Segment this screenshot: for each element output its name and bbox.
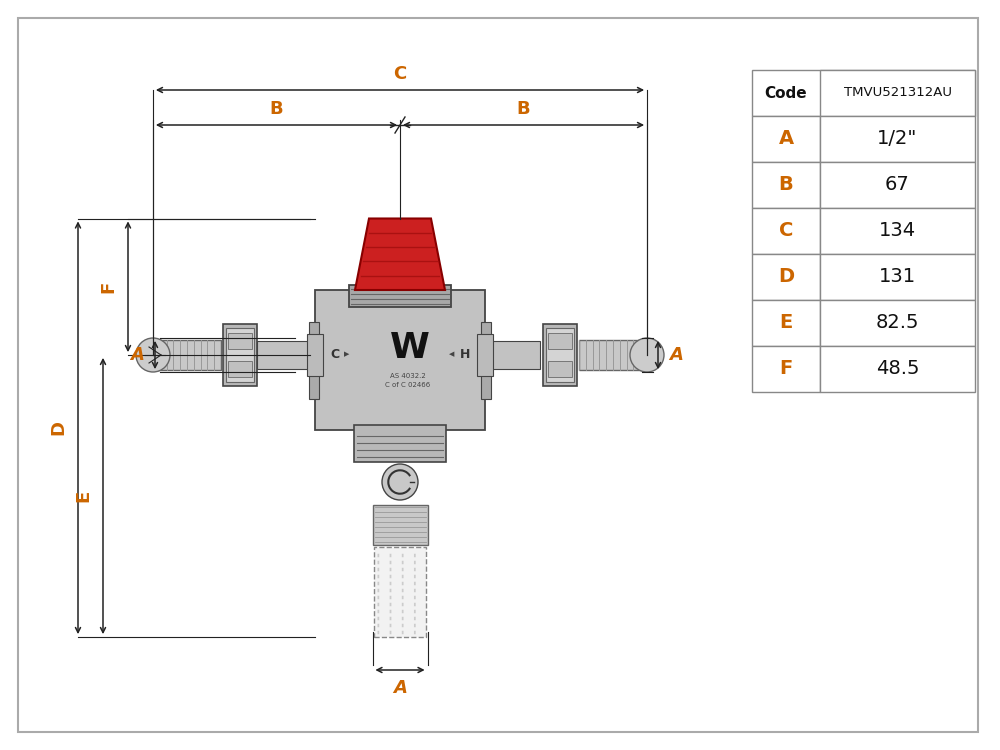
- Text: 48.5: 48.5: [876, 359, 919, 379]
- Text: TMVU521312AU: TMVU521312AU: [844, 86, 952, 100]
- Bar: [752, 70, 975, 116]
- Bar: [820, 300, 975, 346]
- Bar: [315, 290, 485, 430]
- Polygon shape: [355, 218, 445, 290]
- Bar: [752, 208, 820, 254]
- Text: B: B: [779, 176, 793, 194]
- Bar: [752, 162, 820, 208]
- Bar: [307, 334, 323, 376]
- Bar: [374, 547, 426, 637]
- Bar: [543, 324, 577, 386]
- Text: H: H: [460, 347, 470, 361]
- Bar: [228, 333, 252, 349]
- Text: D: D: [778, 268, 794, 286]
- Circle shape: [630, 338, 664, 372]
- Text: E: E: [779, 314, 793, 332]
- Bar: [477, 334, 493, 376]
- Circle shape: [136, 338, 170, 372]
- Text: ◀: ◀: [449, 351, 455, 357]
- Text: E: E: [74, 490, 92, 502]
- Text: B: B: [270, 100, 283, 118]
- Bar: [548, 333, 572, 349]
- Text: F: F: [99, 280, 117, 293]
- Text: 1/2": 1/2": [877, 130, 918, 149]
- Text: C of C 02466: C of C 02466: [385, 382, 431, 388]
- Bar: [548, 361, 572, 377]
- Bar: [228, 361, 252, 377]
- Bar: [820, 70, 975, 116]
- Text: C: C: [779, 221, 793, 241]
- Bar: [579, 340, 647, 370]
- Text: A: A: [393, 679, 407, 697]
- Bar: [257, 341, 315, 369]
- Bar: [752, 300, 820, 346]
- Bar: [820, 116, 975, 162]
- Bar: [372, 505, 428, 545]
- Text: 67: 67: [885, 176, 910, 194]
- Bar: [820, 254, 975, 300]
- Bar: [752, 346, 820, 392]
- Text: 134: 134: [879, 221, 916, 241]
- Bar: [309, 322, 319, 398]
- Bar: [820, 162, 975, 208]
- Bar: [546, 328, 574, 382]
- Circle shape: [382, 464, 418, 500]
- Text: C: C: [330, 347, 340, 361]
- Text: F: F: [779, 359, 793, 379]
- Bar: [354, 425, 446, 462]
- Text: A: A: [778, 130, 794, 149]
- Bar: [752, 116, 820, 162]
- Text: A: A: [669, 346, 683, 364]
- Text: AS 4032.2: AS 4032.2: [390, 373, 426, 379]
- Text: A: A: [130, 346, 144, 364]
- Bar: [485, 341, 540, 369]
- Text: C: C: [393, 65, 407, 83]
- Text: W: W: [390, 331, 430, 365]
- Text: 82.5: 82.5: [876, 314, 919, 332]
- Text: 131: 131: [879, 268, 916, 286]
- Bar: [820, 208, 975, 254]
- Text: Code: Code: [765, 86, 807, 100]
- Text: ▶: ▶: [344, 351, 350, 357]
- Text: B: B: [517, 100, 530, 118]
- Bar: [481, 322, 491, 398]
- Bar: [226, 328, 254, 382]
- Bar: [153, 340, 221, 370]
- Bar: [752, 254, 820, 300]
- Bar: [820, 346, 975, 392]
- Text: D: D: [49, 420, 67, 435]
- Bar: [349, 285, 451, 307]
- Bar: [223, 324, 257, 386]
